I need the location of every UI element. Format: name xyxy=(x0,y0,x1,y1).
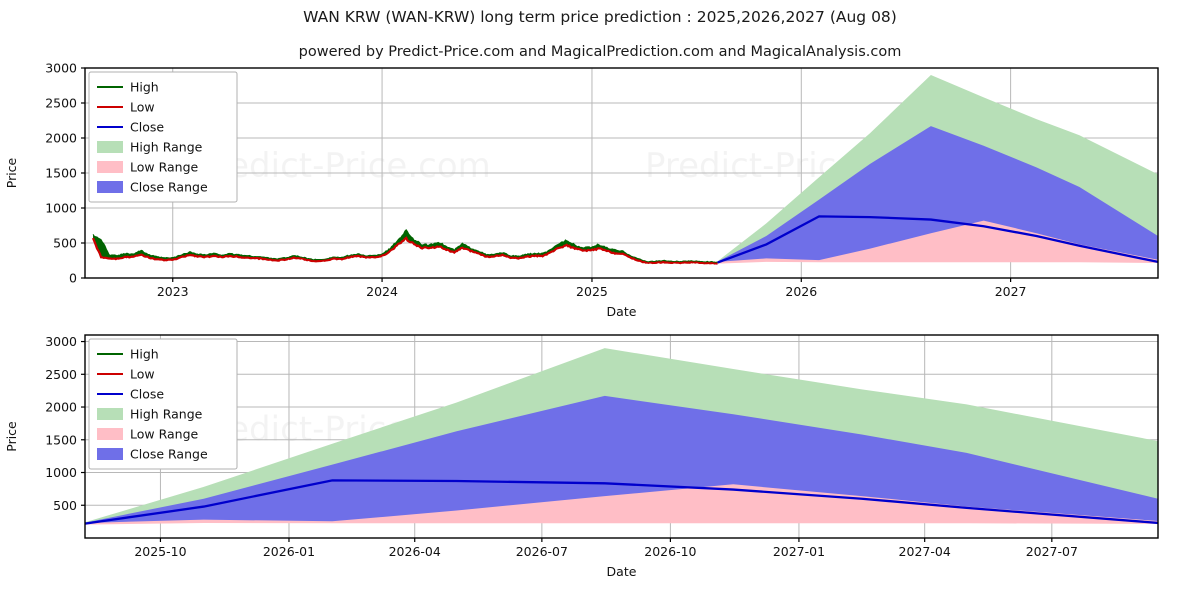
top-chart-panel: Predict-Price.comPredict-Price.com050010… xyxy=(0,58,1200,318)
top-chart-svg: Predict-Price.comPredict-Price.com050010… xyxy=(4,61,1159,319)
page-subtitle: powered by Predict-Price.com and Magical… xyxy=(298,44,902,60)
x-axis-title: Date xyxy=(607,304,637,318)
legend-item-label: Low Range xyxy=(130,160,199,175)
bottom-chart-svg: Predict-Price.comPredict-Price.com500100… xyxy=(4,334,1159,579)
watermark-text: Predict-Price.com xyxy=(195,146,491,186)
y-tick-label: 1500 xyxy=(45,166,77,181)
y-tick-label: 2000 xyxy=(45,400,77,415)
legend-item-label: High Range xyxy=(130,140,203,155)
legend-item-label: Low Range xyxy=(130,427,199,442)
legend-box xyxy=(88,71,238,203)
y-tick-label: 2500 xyxy=(45,367,77,382)
legend-item[interactable]: Low xyxy=(97,367,155,382)
legend-patch-swatch xyxy=(97,428,123,440)
y-axis-title: Price xyxy=(4,157,19,188)
legend-item[interactable]: High xyxy=(97,80,159,95)
legend: High Low Close High Range Low Range Close Ran… xyxy=(88,71,238,203)
legend-item[interactable]: Low Range xyxy=(97,427,199,442)
y-tick-label: 1000 xyxy=(45,201,77,216)
y-tick-label: 3000 xyxy=(45,334,77,349)
x-tick-label: 2023 xyxy=(157,284,189,299)
page-title: WAN KRW (WAN-KRW) long term price predic… xyxy=(303,8,897,26)
legend-item[interactable]: High Range xyxy=(97,407,203,422)
legend-item-label: Close xyxy=(130,120,164,135)
x-tick-label: 2026 xyxy=(785,284,817,299)
legend-item-label: High xyxy=(130,347,159,362)
legend-item-label: Close Range xyxy=(130,180,208,195)
legend-item[interactable]: High Range xyxy=(97,140,203,155)
y-tick-label: 1000 xyxy=(45,465,77,480)
history-low-line xyxy=(91,236,718,265)
legend-box xyxy=(88,338,238,470)
x-tick-label: 2026-10 xyxy=(644,544,696,559)
y-axis-title: Price xyxy=(4,421,19,452)
legend-item[interactable]: Close Range xyxy=(97,447,208,462)
x-tick-label: 2025-10 xyxy=(134,544,186,559)
plot-border xyxy=(84,334,1159,539)
x-tick-label: 2027-07 xyxy=(1026,544,1078,559)
legend-item-label: Close xyxy=(130,387,164,402)
x-tick-label: 2027-01 xyxy=(773,544,825,559)
x-tick-label: 2025 xyxy=(576,284,608,299)
x-tick-label: 2027-04 xyxy=(899,544,951,559)
history-high-low-fill xyxy=(93,229,718,264)
legend-patch-swatch xyxy=(97,181,123,193)
close-range-band xyxy=(85,395,1158,525)
legend-patch-swatch xyxy=(97,408,123,420)
legend-patch-swatch xyxy=(97,448,123,460)
y-tick-label: 3000 xyxy=(45,61,77,76)
legend-patch-swatch xyxy=(97,141,123,153)
low-range-band xyxy=(85,484,1158,525)
x-tick-label: 2026-04 xyxy=(389,544,441,559)
x-tick-label: 2024 xyxy=(366,284,398,299)
axes: 0 500 1000 1500 2000 2500 3000 2023 2024 2025 2026… xyxy=(4,61,1027,319)
y-tick-label: 2000 xyxy=(45,131,77,146)
x-tick-label: 2027 xyxy=(995,284,1027,299)
x-axis-title: Date xyxy=(607,564,637,579)
history-high-line xyxy=(92,229,718,263)
legend-item[interactable]: Low xyxy=(97,100,155,115)
bottom-chart-panel: Predict-Price.comPredict-Price.com500100… xyxy=(0,325,1200,595)
y-tick-label: 500 xyxy=(53,236,77,251)
y-tick-label: 1500 xyxy=(45,432,77,447)
legend-item-label: High Range xyxy=(130,407,203,422)
y-tick-label: 500 xyxy=(53,498,77,513)
y-tick-label: 2500 xyxy=(45,96,77,111)
low-range-band xyxy=(717,220,1158,264)
legend-item-label: High xyxy=(130,80,159,95)
legend-item[interactable]: High xyxy=(97,347,159,362)
legend-item-label: Low xyxy=(130,100,155,115)
legend: High Low Close High Range Low Range Close Ran… xyxy=(88,338,238,470)
close-range-band xyxy=(717,126,1158,264)
legend-item[interactable]: Close xyxy=(97,120,164,135)
close-forecast-line xyxy=(717,215,1159,264)
axes: 500 1000 1500 2000 2500 3000 2025-10 2026-01 202… xyxy=(4,334,1078,579)
legend-patch-swatch xyxy=(97,161,123,173)
legend-item-label: Close Range xyxy=(130,447,208,462)
close-forecast-line xyxy=(84,479,1159,525)
legend-item[interactable]: Close Range xyxy=(97,180,208,195)
x-tick-label: 2026-01 xyxy=(263,544,315,559)
x-tick-label: 2026-07 xyxy=(516,544,568,559)
legend-item-label: Low xyxy=(130,367,155,382)
y-tick-label: 0 xyxy=(69,271,77,286)
legend-item[interactable]: Close xyxy=(97,387,164,402)
legend-item[interactable]: Low Range xyxy=(97,160,199,175)
